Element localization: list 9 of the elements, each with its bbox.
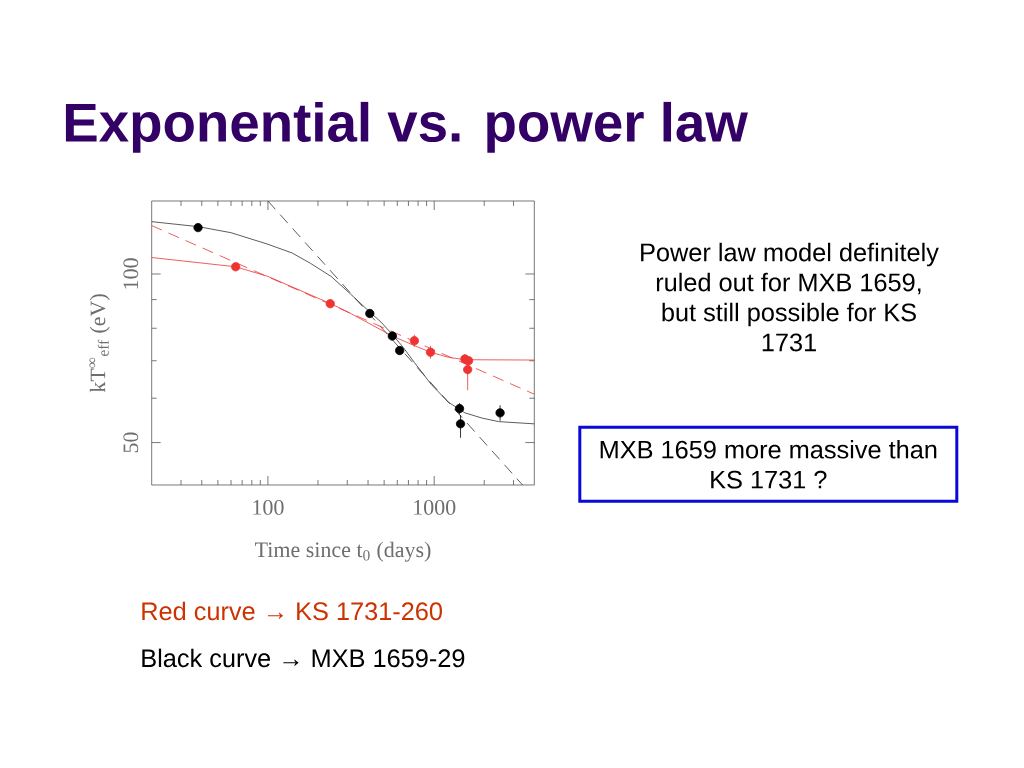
x-axis-title: Time since t$_{0}$ (days) [254,541,431,562]
text: Red curve → KS 1731-260 [142,601,442,621]
chart-title: Exponential vs. power law [65,101,748,153]
x-tick-label: 1000 [414,499,456,515]
text: Power law model definitely ruled out for MXB 1659, but still possible for KS 1731 [641,242,939,352]
y-axis-title: kT$^{∞}$$_{eff}$ (eV) [89,294,110,393]
text: MXB 1659 more massive than KS 1731 ? [600,440,937,489]
text: Black curve → MXB 1659-29 [142,648,465,668]
y-tick-label: 50 [123,432,139,453]
